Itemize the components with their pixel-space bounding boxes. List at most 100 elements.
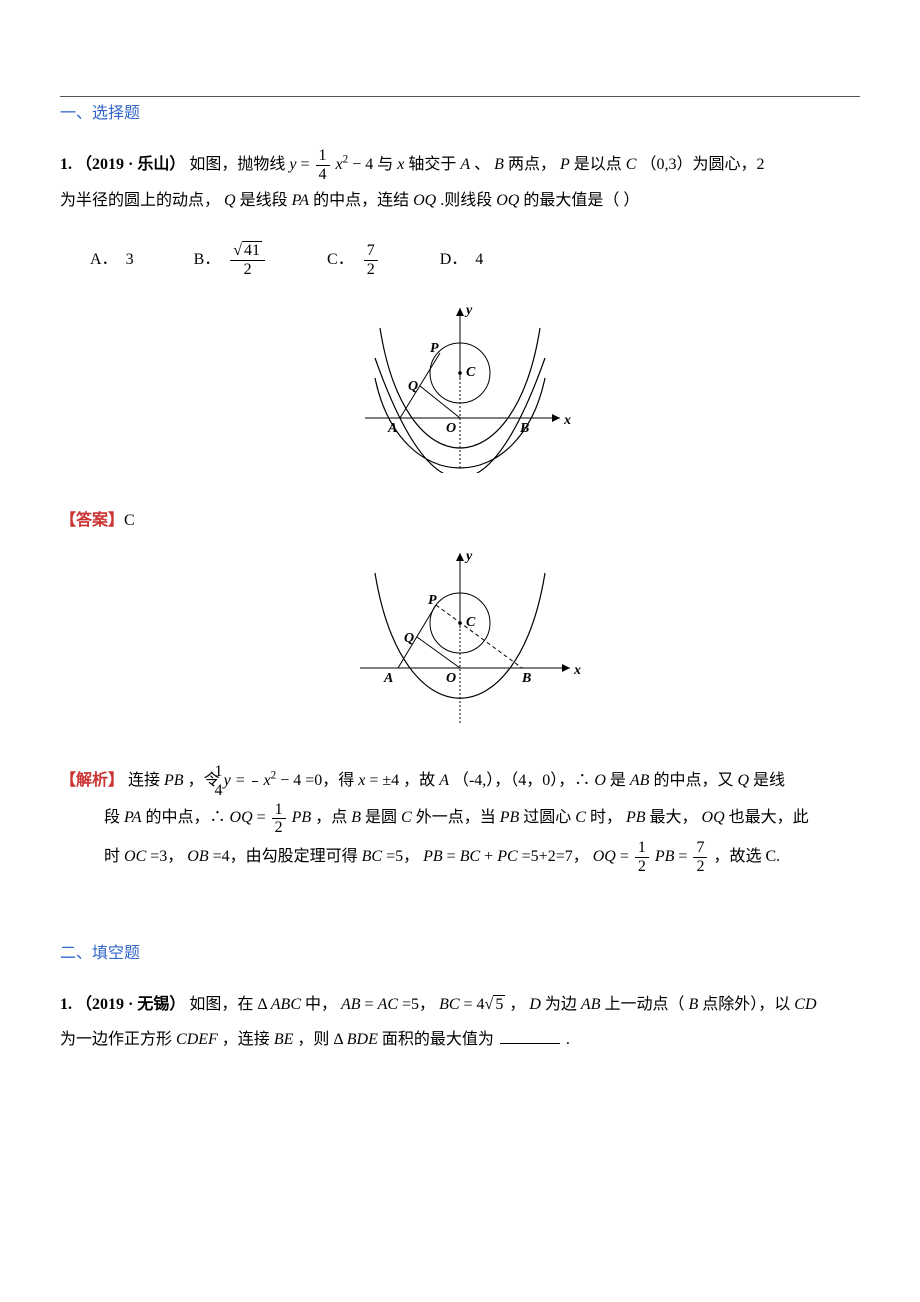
var-x: x — [336, 156, 343, 173]
l2-PB2: PB — [500, 809, 520, 826]
l3-t6: ，故选 C. — [713, 848, 780, 865]
a-AB: AB — [630, 772, 650, 789]
a-m4: − 4 — [280, 772, 301, 789]
l3-den2: 2 — [693, 858, 707, 876]
var-P: P — [560, 156, 570, 173]
l2-t8: 最大， — [650, 809, 698, 826]
p2-t3: =5， — [402, 996, 435, 1013]
analysis-label: 【解析】 — [60, 772, 124, 789]
choice-c-den: 2 — [364, 261, 378, 279]
minus4: − 4 — [352, 156, 373, 173]
a-yeq: y = — [224, 772, 250, 789]
choice-a-label: A． — [90, 246, 118, 275]
choices-row: A． 3 B． √41 2 C． 7 2 D． 4 — [90, 242, 860, 278]
a-x: x — [264, 772, 271, 789]
l2-t9: 也最大，此 — [729, 809, 809, 826]
p2-t6: 为边 — [545, 996, 581, 1013]
l3-OQ: OQ — [593, 848, 616, 865]
var-OQ: OQ — [413, 192, 436, 209]
problem-1: 1. （2019 · 乐山） 如图，抛物线 y = 1 4 x2 − 4 与 x… — [60, 147, 860, 876]
p2-t4: = 4 — [464, 996, 485, 1013]
den: 4 — [316, 166, 330, 184]
l2-t6: 过圆心 — [523, 809, 575, 826]
section2-header: 二、填空题 — [60, 940, 860, 969]
t2: 与 — [377, 156, 393, 173]
l2-num: 1 — [272, 801, 286, 820]
p2-ABC: ABC — [271, 996, 301, 1013]
var-PA: PA — [292, 192, 309, 209]
p2-l2-t2: ，连接 — [222, 1031, 274, 1048]
l3-den1: 2 — [635, 858, 649, 876]
t6: 是以点 — [574, 156, 622, 173]
problem-source: （2019 · 乐山） — [76, 156, 185, 173]
l2-C2: C — [575, 809, 586, 826]
choice-c-frac: 7 2 — [364, 242, 378, 278]
p2-l2-t1: 为一边作正方形 — [60, 1031, 176, 1048]
p2-D: D — [529, 996, 541, 1013]
p2-t8: 点除外），以 — [702, 996, 794, 1013]
figure-2: A B O C P Q x y — [60, 548, 860, 739]
answer-row: 【答案】C — [60, 507, 860, 536]
a-t6: 的中点，又 — [653, 772, 733, 789]
choice-a-value: 3 — [126, 246, 134, 275]
t4: 、 — [474, 156, 494, 173]
svg-text:O: O — [446, 671, 456, 686]
a-t3b: = ±4 ，故 — [369, 772, 439, 789]
a-t3: =0，得 — [305, 772, 358, 789]
l3-t1: 时 — [104, 848, 124, 865]
l3-eq3: = — [678, 848, 691, 865]
section1-header: 一、选择题 — [60, 100, 860, 129]
l2d: .则线段 — [440, 192, 492, 209]
choice-d-value: 4 — [475, 246, 483, 275]
a-t7: 是线 — [753, 772, 785, 789]
t5: 两点， — [508, 156, 556, 173]
p2-number: 1. — [60, 996, 72, 1013]
svg-text:C: C — [466, 365, 476, 380]
choice-d-label: D． — [440, 246, 468, 275]
l2-eq: = — [257, 809, 270, 826]
svg-text:y: y — [464, 303, 473, 318]
p2-AB2: AB — [581, 996, 601, 1013]
var-B: B — [494, 156, 504, 173]
choice-d: D． 4 — [440, 246, 484, 275]
p2-l2-t3: ，则 Δ — [297, 1031, 342, 1048]
problem-2: 1. （2019 · 无锡） 如图，在 Δ ABC 中， AB = AC =5，… — [60, 987, 860, 1057]
p2-BC: BC — [439, 996, 459, 1013]
l3-OC: OC — [124, 848, 146, 865]
l2-t7: 时， — [590, 809, 622, 826]
sup2: 2 — [343, 153, 349, 165]
p2-B: B — [688, 996, 698, 1013]
svg-text:B: B — [521, 671, 531, 686]
a-sup: 2 — [271, 770, 277, 782]
figure-2-svg: A B O C P Q x y — [330, 548, 590, 728]
p2-t2: 中， — [305, 996, 337, 1013]
var-x2: x — [397, 156, 404, 173]
l2-PB: PB — [292, 809, 312, 826]
l3-t4: =5， — [386, 848, 423, 865]
a-PB: PB — [164, 772, 184, 789]
svg-text:P: P — [430, 341, 439, 356]
p2-BDE: BDE — [347, 1031, 378, 1048]
a-t1: 连接 — [128, 772, 164, 789]
frac-1-4: 1 4 — [316, 147, 330, 183]
spacer — [60, 900, 860, 940]
var-OQ2: OQ — [496, 192, 519, 209]
p2-l2-t4: 面积的最大值为 — [382, 1031, 494, 1048]
problem-1-text: 1. （2019 · 乐山） 如图，抛物线 y = 1 4 x2 − 4 与 x… — [60, 147, 860, 219]
l2-OQ: OQ — [230, 809, 253, 826]
p2-AB: AB — [341, 996, 361, 1013]
a-den: 4 — [252, 782, 258, 800]
t1: 如图，抛物线 — [189, 156, 285, 173]
svg-text:B: B — [519, 421, 529, 436]
p2-sqrt5: 5 — [493, 995, 505, 1013]
blank-line — [500, 1043, 560, 1044]
l3-PB: PB — [423, 848, 443, 865]
choice-b-num: √41 — [230, 242, 265, 261]
p2-t7: 上一动点（ — [604, 996, 684, 1013]
p2-source: （2019 · 无锡） — [76, 996, 185, 1013]
choice-b-label: B． — [194, 246, 221, 275]
l2b: 是线段 — [240, 192, 288, 209]
l2-t1: 段 — [104, 809, 124, 826]
a-frac: 1 4 — [252, 763, 258, 799]
svg-text:y: y — [464, 549, 473, 564]
